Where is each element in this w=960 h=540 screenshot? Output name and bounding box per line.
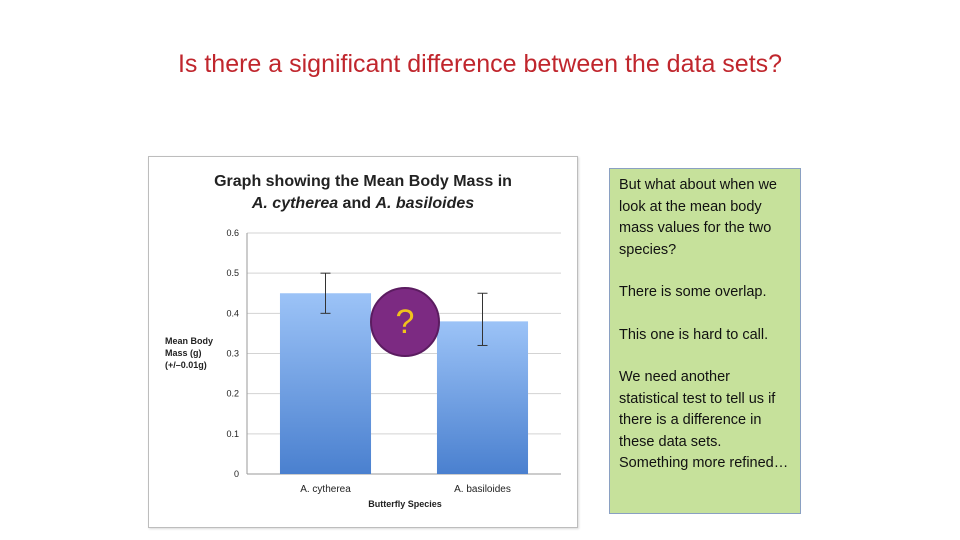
chart-title-species-1: A. cytherea: [251, 195, 339, 212]
chart-title-line2: A. cytherea and A. basiloides: [149, 193, 577, 215]
y-tick-label: 0.5: [226, 268, 239, 278]
notes-paragraph: But what about when we look at the mean …: [619, 177, 777, 258]
notes-paragraph: There is some overlap.: [619, 284, 767, 300]
bar-chart: 0 0.1 0.2 0.3 0.4 0.5 0.6 A. cytherea A. basiloi…: [226, 228, 561, 495]
notes-box: But what about when we look at the mean …: [609, 168, 801, 514]
x-axis-label: Butterfly Species: [368, 499, 442, 509]
question-mark-badge: ?: [370, 287, 440, 357]
y-tick-label: 0: [234, 469, 239, 479]
y-tick-label: 0.1: [226, 429, 239, 439]
bar: [279, 293, 372, 474]
x-tick-label: A. basiloides: [454, 484, 511, 495]
y-axis-label: Mean Body Mass (g) (+/–0.01g): [165, 335, 225, 371]
x-tick-label: A. cytherea: [300, 484, 351, 495]
y-tick-label: 0.3: [226, 349, 239, 359]
y-tick-label: 0.4: [226, 308, 239, 318]
y-axis-label-line: (+/–0.01g): [165, 360, 207, 370]
y-axis-label-line: Mean Body: [165, 336, 214, 346]
chart-title-species-2: A. basiloides: [375, 195, 475, 212]
chart-container: Graph showing the Mean Body Mass in A. c…: [148, 156, 578, 528]
y-axis-label-line: Mass (g): [165, 348, 202, 358]
chart-title: Graph showing the Mean Body Mass in A. c…: [149, 171, 577, 215]
slide-title: Is there a significant difference betwee…: [177, 50, 783, 78]
y-tick-label: 0.2: [226, 389, 239, 399]
notes-paragraph: This one is hard to call.: [619, 326, 769, 343]
bar: [436, 321, 529, 474]
chart-title-and: and: [338, 195, 376, 212]
y-tick-label: 0.6: [226, 228, 239, 238]
chart-title-line1: Graph showing the Mean Body Mass in: [214, 173, 512, 190]
notes-paragraph: We need another statistical test to tell…: [619, 369, 789, 471]
